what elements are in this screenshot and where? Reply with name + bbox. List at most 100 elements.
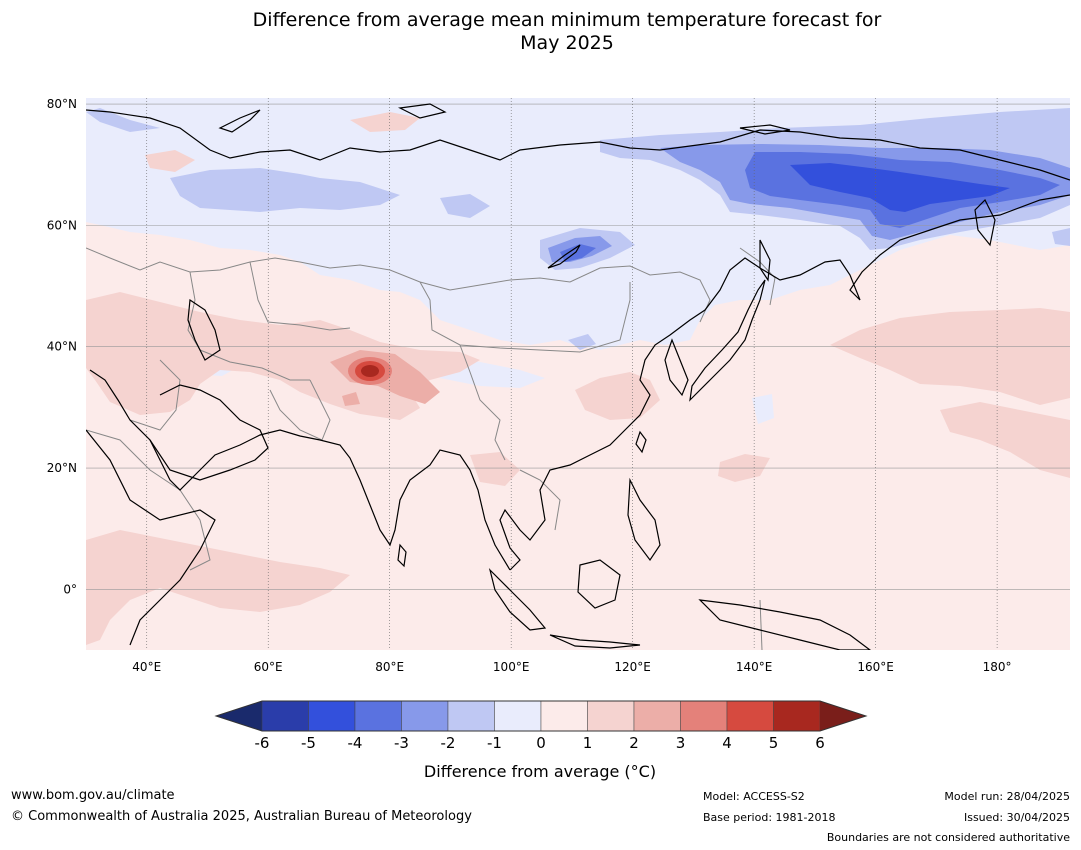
anomaly-region-warm-9 xyxy=(350,112,420,132)
footer-model-run: Model run: 28/04/2025 xyxy=(944,790,1070,803)
border-line xyxy=(269,379,331,441)
coastline-pacific xyxy=(499,194,1070,571)
anomaly-region-warm-4 xyxy=(575,372,660,420)
longitude-label: 180° xyxy=(983,660,1012,674)
border-line xyxy=(199,349,310,381)
latitude-label: 60°N xyxy=(47,218,77,232)
anomaly-region-warm-5 xyxy=(86,292,480,420)
footer-model: Model: ACCESS-S2 xyxy=(703,790,805,803)
latitude-label: 40°N xyxy=(47,340,77,354)
anomaly-region-cool-4 xyxy=(752,394,774,424)
colorbar-tick-label: 4 xyxy=(722,734,732,752)
longitude-label: 100°E xyxy=(493,660,530,674)
border-line xyxy=(519,469,561,531)
anomaly-region-cold-6 xyxy=(568,334,596,350)
forecast-map: 80°N 60°N 40°N 20°N 0° 40°E 60°E 80°E 100°E 120°… xyxy=(47,97,1070,781)
colorbar-segment xyxy=(680,700,728,732)
colorbar-segment xyxy=(447,700,495,732)
anomaly-region-warm-2 xyxy=(940,402,1070,478)
coastline-africa xyxy=(86,429,216,646)
coastline-borneo xyxy=(577,559,621,609)
colorbar-title: Difference from average (°C) xyxy=(424,762,656,781)
colorbar-tick-label: -2 xyxy=(441,734,456,752)
coastline-sumatra xyxy=(488,568,547,631)
coastline-arabia xyxy=(149,384,269,481)
anomaly-region-warmer-2 xyxy=(342,392,360,406)
colorbar-under-arrow xyxy=(216,701,262,731)
coastline-japan xyxy=(689,279,766,402)
colorbar-segment xyxy=(540,700,588,732)
title-line-2: May 2025 xyxy=(520,32,614,54)
colorbar-tick-label: 0 xyxy=(536,734,546,752)
longitude-gridlines xyxy=(146,98,998,650)
coastline-sri-lanka xyxy=(397,543,407,568)
coastline-new-guinea xyxy=(698,599,871,650)
footer-website: www.bom.gov.au/climate xyxy=(11,788,175,803)
colorbar-outline xyxy=(214,700,868,732)
latitude-label: 20°N xyxy=(47,461,77,475)
anomaly-region-warm-8 xyxy=(145,150,195,172)
footer-base-period: Base period: 1981-2018 xyxy=(703,811,836,824)
map-title: Difference from average mean minimum tem… xyxy=(0,9,1081,55)
coastline-philippines xyxy=(627,477,661,562)
colorbar-tick-label: 3 xyxy=(676,734,686,752)
latitude-labels: 80°N 60°N 40°N 20°N 0° xyxy=(47,97,77,596)
colorbar-segment xyxy=(773,700,821,732)
anomaly-hotspot-5 xyxy=(361,365,379,377)
border-line xyxy=(187,271,201,351)
colorbar-segment xyxy=(401,700,449,732)
anomaly-region-cold-7 xyxy=(1052,228,1070,246)
border-line xyxy=(249,261,351,331)
coastline-baikal xyxy=(547,244,581,269)
colorbar-tick-label: 1 xyxy=(583,734,593,752)
colorbar-tick-label: -3 xyxy=(394,734,409,752)
colorbar-segment xyxy=(308,700,356,732)
colorbar-segment xyxy=(354,700,402,732)
anomaly-region-cold-3 xyxy=(440,194,490,218)
colorbar-tick-label: 2 xyxy=(629,734,639,752)
colorbar-tick-label: -1 xyxy=(487,734,502,752)
colorbar-segment xyxy=(587,700,635,732)
colorbar-over-arrow xyxy=(820,701,866,731)
latitude-label: 80°N xyxy=(47,97,77,111)
coastline-taiwan xyxy=(635,430,647,454)
longitude-label: 140°E xyxy=(736,660,773,674)
coastline-arctic xyxy=(86,109,1070,181)
footer-boundaries-note: Boundaries are not considered authoritat… xyxy=(826,831,1070,844)
colorbar-segment xyxy=(494,700,542,732)
colorbar-tick-label: -4 xyxy=(348,734,363,752)
footer-issued: Issued: 30/04/2025 xyxy=(963,811,1070,824)
coastline-new-siberian xyxy=(739,124,791,135)
colorbar-tick-labels: -6 -5 -4 -3 -2 -1 0 1 2 3 4 5 6 xyxy=(255,734,825,752)
longitude-labels: 40°E 60°E 80°E 100°E 120°E 140°E 160°E 180° xyxy=(132,660,1011,674)
longitude-label: 120°E xyxy=(614,660,651,674)
border-line xyxy=(739,247,776,306)
coastline-sakhalin xyxy=(759,239,771,282)
longitude-label: 160°E xyxy=(857,660,894,674)
latitude-label: 0° xyxy=(63,582,77,596)
colorbar-tick-label: -6 xyxy=(255,734,270,752)
anomaly-region-extreme-cold xyxy=(790,163,1010,212)
longitude-label: 80°E xyxy=(375,660,404,674)
border-line xyxy=(129,359,181,431)
colorbar-segment xyxy=(726,700,774,732)
border-line xyxy=(419,281,631,353)
colorbar-tick-label: 5 xyxy=(769,734,779,752)
anomaly-shading xyxy=(86,98,1070,645)
coastline-kamchatka xyxy=(974,198,996,247)
longitude-label: 40°E xyxy=(132,660,161,674)
coastline-java xyxy=(549,634,641,649)
colorbar-segment xyxy=(633,700,681,732)
anomaly-region-warm-7 xyxy=(470,452,520,486)
coastline-severnaya xyxy=(397,103,447,119)
anomaly-region-warm-6 xyxy=(86,530,350,645)
coastline-south-asia xyxy=(89,369,511,571)
title-line-1: Difference from average mean minimum tem… xyxy=(252,9,882,31)
anomaly-region-cold xyxy=(86,108,160,132)
colorbar-segments xyxy=(261,700,821,732)
footer-copyright: © Commonwealth of Australia 2025, Austra… xyxy=(11,809,472,824)
coastline-korea xyxy=(664,338,689,397)
map-panel xyxy=(86,98,1070,650)
colorbar: -6 -5 -4 -3 -2 -1 0 1 2 3 4 5 6 Difference from aver… xyxy=(214,700,868,781)
colorbar-segment xyxy=(261,700,309,732)
